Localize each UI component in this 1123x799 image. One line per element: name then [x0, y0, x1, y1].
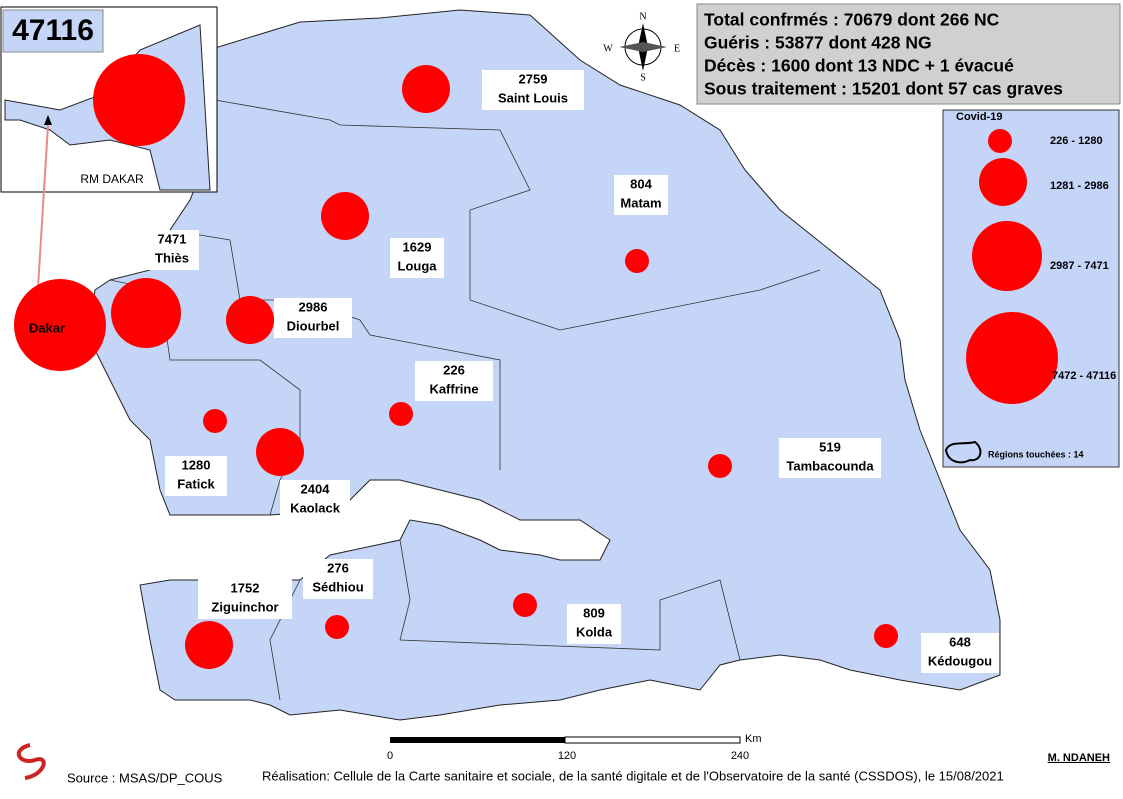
region-name: Fatick [177, 476, 215, 491]
stat-line: Guéris : 53877 dont 428 NG [704, 33, 932, 53]
case-circle [93, 54, 185, 146]
region-name: Saint Louis [498, 90, 568, 105]
label-box [390, 238, 444, 278]
stat-line: Décès : 1600 dont 13 NDC + 1 évacué [704, 56, 1014, 76]
region-name: Kaolack [290, 500, 341, 515]
label-box [145, 230, 199, 270]
label-box [415, 361, 493, 401]
region-count: 2986 [299, 299, 328, 314]
case-circle [14, 279, 106, 371]
region-count: 1752 [231, 580, 260, 595]
region-name: Dakar [29, 320, 65, 335]
region-name: Ziguinchor [211, 599, 278, 614]
region-count: 7471 [158, 231, 187, 246]
region-count: 276 [327, 560, 349, 575]
case-circle [513, 593, 537, 617]
legend-label: 2987 - 7471 [1050, 260, 1109, 272]
legend-circle [966, 312, 1058, 404]
case-circle [226, 296, 274, 344]
case-circle [325, 615, 349, 639]
region-count: 1280 [182, 457, 211, 472]
case-circle [625, 249, 649, 273]
scale-label: 240 [731, 750, 749, 762]
legend-title: Covid-19 [956, 111, 1002, 123]
scale-seg [564, 736, 741, 744]
label-box [165, 456, 227, 496]
case-circle [402, 65, 450, 113]
credit: Réalisation: Cellule de la Carte sanitai… [262, 768, 1004, 783]
label-box [567, 604, 621, 644]
label-box [779, 438, 881, 478]
region-name: Diourbel [287, 318, 340, 333]
case-circle [256, 428, 304, 476]
logo [16, 743, 46, 780]
region-name: Kaffrine [429, 381, 478, 396]
case-circle [185, 621, 233, 669]
case-circle [708, 454, 732, 478]
case-circle [321, 192, 369, 240]
legend-circle [972, 221, 1042, 291]
legend-note: Régions touchées : 14 [988, 449, 1084, 459]
legend-label: 1281 - 2986 [1050, 180, 1109, 192]
compass-star [619, 42, 667, 52]
legend-label: 7472 - 47116 [1052, 370, 1116, 382]
inset-label: RM DAKAR [80, 172, 144, 186]
author: M. NDANEH [1048, 752, 1110, 764]
label-box [921, 633, 999, 673]
label-box [274, 298, 352, 338]
legend-label: 226 - 1280 [1050, 135, 1103, 147]
stats-box [696, 3, 1121, 105]
region-name: Sédhiou [312, 579, 363, 594]
stat-line: Total confrmés : 70679 dont 266 NC [704, 10, 1000, 30]
legend-box [942, 109, 1120, 468]
region-count: 648 [949, 634, 971, 649]
region-count: 2759 [519, 71, 548, 86]
label-box [280, 480, 350, 520]
region-count: 226 [443, 362, 465, 377]
region-name: Tambacounda [786, 458, 874, 473]
senegal [89, 9, 1001, 721]
compass-letter: W [603, 43, 613, 54]
legend-circle [988, 129, 1012, 153]
region-name: Matam [620, 195, 661, 210]
border [399, 539, 741, 661]
legend-circle [979, 158, 1027, 206]
region-count: 2404 [301, 481, 331, 496]
dakar-count-box [2, 9, 104, 53]
region-count: 809 [583, 605, 605, 620]
case-circle [111, 278, 181, 348]
label-box [482, 70, 584, 110]
region-name: Thiès [155, 250, 189, 265]
border [214, 99, 821, 331]
label-box [614, 175, 668, 215]
scale-unit: Km [745, 733, 762, 745]
region-count: 1629 [403, 239, 432, 254]
dakar-count: 47116 [12, 14, 94, 47]
stat-line: Sous traitement : 15201 dont 57 cas grav… [704, 79, 1063, 99]
region-count: 804 [630, 176, 652, 191]
compass-letter: E [674, 43, 680, 54]
label-box [303, 559, 373, 599]
compass: N S E W [603, 11, 680, 83]
label-box [198, 579, 292, 619]
inset-marker [44, 115, 52, 125]
scale-seg [390, 737, 565, 743]
compass-letter: N [639, 11, 646, 22]
scale-bar [390, 736, 741, 744]
region-name: Kédougou [928, 653, 992, 668]
compass-letter: S [640, 72, 646, 83]
case-circle [874, 624, 898, 648]
region-name: Louga [398, 258, 438, 273]
case-circle [203, 409, 227, 433]
region-name: Kolda [576, 624, 613, 639]
scale-label: 0 [387, 750, 393, 762]
case-circle [389, 402, 413, 426]
source: Source : MSAS/DP_COUS [67, 770, 223, 785]
scale-label: 120 [558, 750, 576, 762]
legend-region-icon [944, 440, 982, 464]
region-count: 519 [819, 439, 841, 454]
